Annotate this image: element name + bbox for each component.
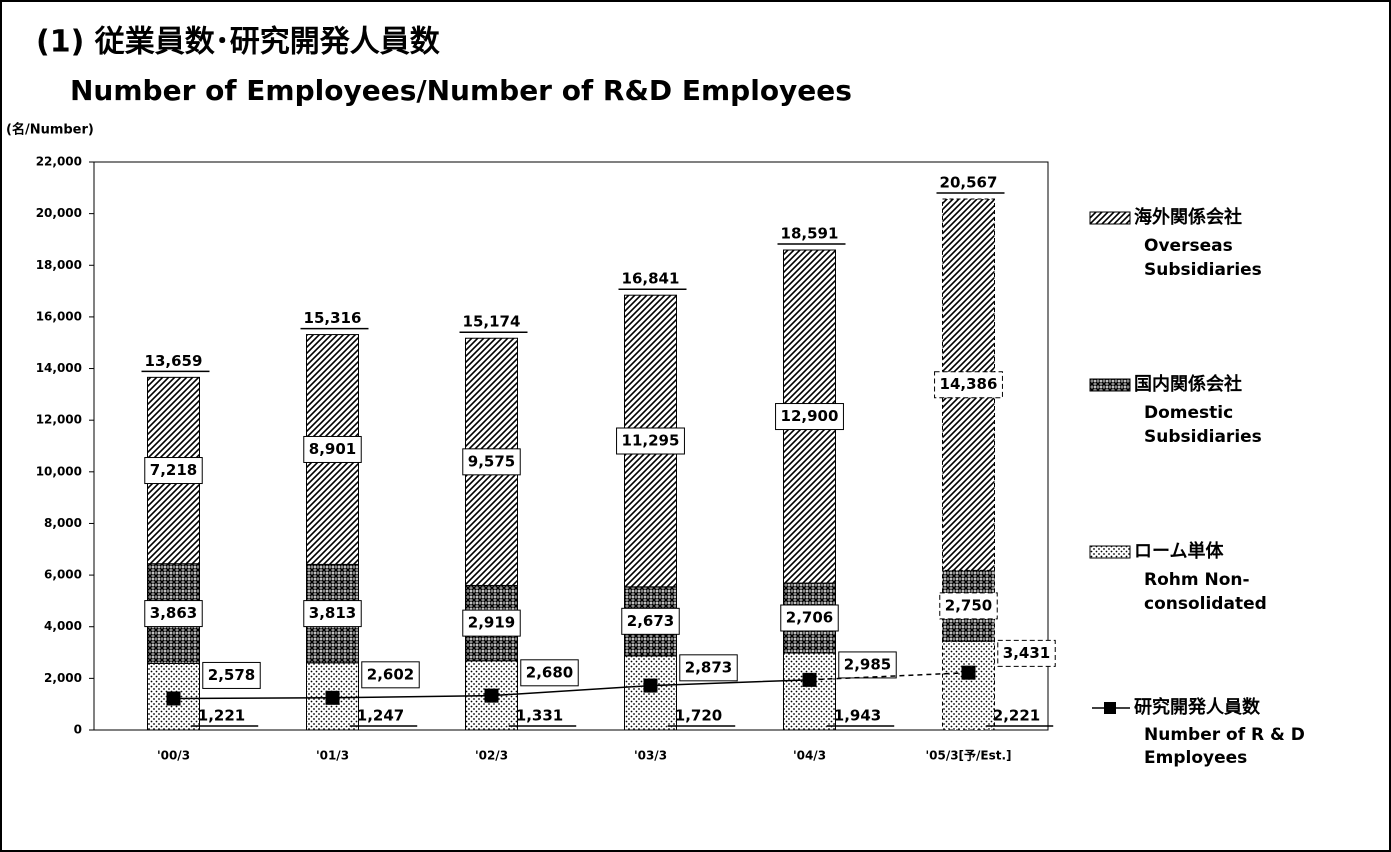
label-box — [838, 651, 897, 679]
x-tick-label: '03/3 — [634, 749, 667, 763]
data-label: 2,919 — [468, 614, 515, 632]
legend-label: Domestic — [1144, 403, 1233, 423]
total-label: 13,659 — [145, 352, 203, 370]
total-label: 15,174 — [463, 313, 521, 331]
y-tick-label: 14,000 — [36, 361, 82, 375]
legend-label: Subsidiaries — [1144, 427, 1262, 447]
data-label: 3,813 — [309, 604, 356, 622]
data-label: 14,386 — [940, 375, 998, 393]
line-marker — [166, 691, 181, 706]
bar-segment — [624, 655, 677, 731]
label-box — [361, 661, 420, 689]
label-box — [616, 427, 685, 455]
legend-label: 海外関係会社 — [1134, 206, 1242, 228]
data-label: 1,331 — [516, 707, 563, 725]
label-box — [939, 592, 998, 620]
y-tick-label: 6,000 — [44, 568, 82, 582]
total-label: 20,567 — [940, 173, 998, 191]
x-tick-label: '02/3 — [475, 749, 508, 763]
label-box — [303, 435, 362, 463]
line-marker — [484, 688, 499, 703]
total-label: 18,591 — [781, 225, 839, 243]
y-axis-label: (名/Number) — [6, 122, 94, 138]
y-tick-label: 2,000 — [44, 671, 82, 685]
chart-title: (1) 従業員数･研究開発人員数 — [36, 25, 441, 60]
line-marker — [802, 672, 817, 687]
data-label: 1,221 — [198, 707, 245, 725]
data-label: 2,602 — [367, 665, 414, 683]
x-tick-label: '00/3 — [157, 749, 190, 763]
data-label: 2,985 — [844, 655, 891, 673]
data-label: 2,750 — [945, 596, 992, 614]
legend-marker — [1104, 702, 1116, 714]
y-tick-label: 18,000 — [36, 258, 82, 272]
data-label: 8,901 — [309, 440, 356, 458]
label-box — [679, 654, 738, 682]
y-tick-label: 10,000 — [36, 464, 82, 478]
legend-label: Employees — [1144, 748, 1247, 768]
y-tick-label: 12,000 — [36, 413, 82, 427]
label-box — [520, 659, 579, 687]
label-box — [997, 639, 1056, 667]
bar-segment — [783, 652, 836, 731]
bar-segment — [942, 640, 995, 731]
label-box — [144, 457, 203, 485]
data-label: 12,900 — [781, 407, 839, 425]
label-box — [621, 607, 680, 635]
data-label: 1,943 — [834, 707, 881, 725]
y-tick-label: 16,000 — [36, 309, 82, 323]
data-label: 3,431 — [1003, 644, 1050, 662]
y-tick-label: 0 — [74, 723, 82, 737]
label-box — [775, 403, 844, 431]
data-label: 3,863 — [150, 604, 197, 622]
data-label: 2,680 — [526, 663, 573, 681]
label-box — [303, 600, 362, 628]
label-box — [780, 604, 839, 632]
total-label: 15,316 — [304, 309, 362, 327]
legend-label: 研究開発人員数 — [1134, 696, 1261, 718]
x-tick-label: '05/3[予/Est.] — [925, 749, 1011, 763]
data-label: 9,575 — [468, 452, 515, 470]
line-marker — [325, 690, 340, 705]
x-tick-label: '04/3 — [793, 749, 826, 763]
label-box — [462, 609, 521, 637]
chart-subtitle: Number of Employees/Number of R&D Employ… — [70, 74, 852, 107]
data-label: 11,295 — [622, 432, 680, 450]
y-tick-label: 4,000 — [44, 619, 82, 633]
legend-label: Subsidiaries — [1144, 260, 1262, 280]
data-label: 2,706 — [786, 609, 833, 627]
label-box — [144, 600, 203, 628]
data-label: 2,578 — [208, 666, 255, 684]
legend-label: Rohm Non- — [1144, 570, 1250, 590]
label-box — [202, 661, 261, 689]
total-label: 16,841 — [622, 270, 680, 288]
data-label: 2,873 — [685, 658, 732, 676]
label-box — [462, 448, 521, 476]
legend-swatch — [1089, 545, 1131, 559]
x-tick-label: '01/3 — [316, 749, 349, 763]
legend-label: Overseas — [1144, 236, 1233, 256]
data-label: 1,720 — [675, 707, 722, 725]
data-label: 2,221 — [993, 707, 1040, 725]
legend-label: 国内関係会社 — [1134, 373, 1242, 395]
data-label: 7,218 — [150, 461, 197, 479]
legend-label: consolidated — [1144, 594, 1267, 614]
y-tick-label: 20,000 — [36, 206, 82, 220]
legend-swatch — [1089, 211, 1131, 225]
plot-area — [93, 161, 1049, 731]
line-marker — [643, 678, 658, 693]
line-marker — [961, 665, 976, 680]
legend-label: ローム単体 — [1134, 540, 1224, 562]
label-box — [934, 371, 1003, 399]
y-tick-label: 22,000 — [36, 155, 82, 169]
legend-label: Number of R & D — [1144, 725, 1305, 745]
data-label: 1,247 — [357, 707, 404, 725]
data-label: 2,673 — [627, 612, 674, 630]
y-tick-label: 8,000 — [44, 516, 82, 530]
legend-swatch — [1089, 378, 1131, 392]
